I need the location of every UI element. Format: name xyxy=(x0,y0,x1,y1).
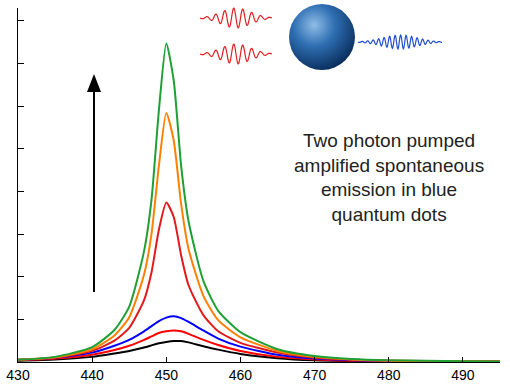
svg-text:480: 480 xyxy=(377,367,401,383)
svg-text:470: 470 xyxy=(303,367,327,383)
svg-text:460: 460 xyxy=(229,367,253,383)
svg-text:Two photon pumpedamplified spo: Two photon pumpedamplified spontaneousem… xyxy=(294,130,484,225)
svg-text:440: 440 xyxy=(80,367,104,383)
svg-text:490: 490 xyxy=(451,367,475,383)
svg-text:450: 450 xyxy=(155,367,179,383)
svg-text:430: 430 xyxy=(6,367,30,383)
